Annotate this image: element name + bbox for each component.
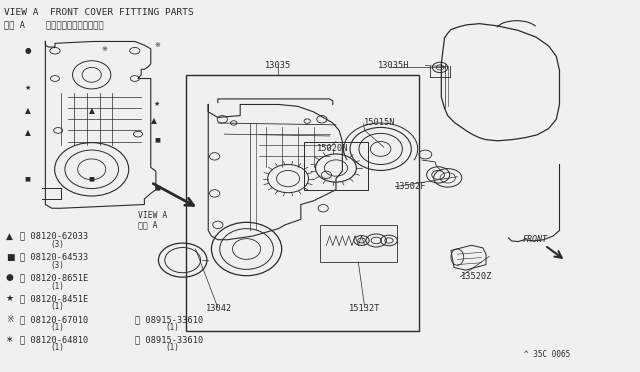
Text: ▲: ▲ bbox=[6, 231, 13, 241]
Text: ※: ※ bbox=[6, 315, 13, 324]
Text: ▲: ▲ bbox=[24, 106, 31, 115]
Text: Ⓑ 08120-8651E: Ⓑ 08120-8651E bbox=[20, 273, 88, 282]
Text: (1): (1) bbox=[51, 343, 65, 352]
Text: ■: ■ bbox=[89, 176, 95, 181]
Text: ▲: ▲ bbox=[89, 106, 95, 115]
Text: ▲: ▲ bbox=[151, 116, 157, 125]
Text: ●: ● bbox=[24, 46, 31, 55]
Text: ∗: ∗ bbox=[6, 335, 13, 344]
Text: ■: ■ bbox=[154, 137, 160, 142]
Text: ▲: ▲ bbox=[24, 128, 31, 137]
Text: Ⓑ 08120-8451E: Ⓑ 08120-8451E bbox=[20, 294, 88, 303]
Text: ※: ※ bbox=[154, 42, 160, 48]
Bar bbox=[320, 225, 397, 262]
Text: ⓜ 08915-33610: ⓜ 08915-33610 bbox=[135, 335, 203, 344]
Text: ■: ■ bbox=[24, 176, 31, 181]
Text: Ⓑ 08120-67010: Ⓑ 08120-67010 bbox=[20, 315, 88, 324]
Text: 15132T: 15132T bbox=[349, 304, 381, 313]
Text: ■: ■ bbox=[154, 185, 160, 190]
Text: VIEW A: VIEW A bbox=[138, 211, 167, 220]
Text: 矢視 A: 矢視 A bbox=[138, 221, 157, 230]
Text: 13520Z: 13520Z bbox=[461, 272, 492, 281]
Text: (1): (1) bbox=[166, 323, 179, 332]
Text: 15020N: 15020N bbox=[317, 144, 348, 153]
Text: ⓜ 08915-33610: ⓜ 08915-33610 bbox=[135, 315, 203, 324]
Text: (1): (1) bbox=[51, 323, 65, 332]
Text: Ⓑ 08120-64533: Ⓑ 08120-64533 bbox=[20, 253, 88, 262]
Text: ■: ■ bbox=[6, 253, 14, 262]
Text: VIEW A  FRONT COVER FITTING PARTS: VIEW A FRONT COVER FITTING PARTS bbox=[4, 8, 194, 17]
Text: (1): (1) bbox=[51, 282, 65, 291]
Text: (3): (3) bbox=[51, 240, 65, 249]
Text: Ⓑ 08120-62033: Ⓑ 08120-62033 bbox=[20, 231, 88, 241]
Text: ★: ★ bbox=[154, 102, 160, 108]
Text: FRONT: FRONT bbox=[523, 235, 548, 244]
Text: ※: ※ bbox=[102, 46, 108, 52]
Bar bbox=[186, 75, 419, 331]
Text: 13035: 13035 bbox=[266, 61, 292, 70]
Text: ●: ● bbox=[6, 273, 13, 282]
Text: 13035H: 13035H bbox=[378, 61, 409, 70]
Text: Ⓑ 08120-64810: Ⓑ 08120-64810 bbox=[20, 335, 88, 344]
Text: ★: ★ bbox=[24, 85, 31, 91]
Text: 矢視 A    フロントカバー取付部品: 矢視 A フロントカバー取付部品 bbox=[4, 20, 104, 29]
Text: 13502F: 13502F bbox=[396, 182, 427, 190]
Bar bbox=[304, 141, 368, 190]
Text: ^ 35C 0065: ^ 35C 0065 bbox=[524, 350, 571, 359]
Text: 13042: 13042 bbox=[206, 304, 232, 313]
Text: (1): (1) bbox=[51, 302, 65, 311]
Text: 15015N: 15015N bbox=[364, 119, 395, 128]
Text: (1): (1) bbox=[166, 343, 179, 352]
Text: (3): (3) bbox=[51, 261, 65, 270]
Text: ★: ★ bbox=[6, 294, 14, 303]
